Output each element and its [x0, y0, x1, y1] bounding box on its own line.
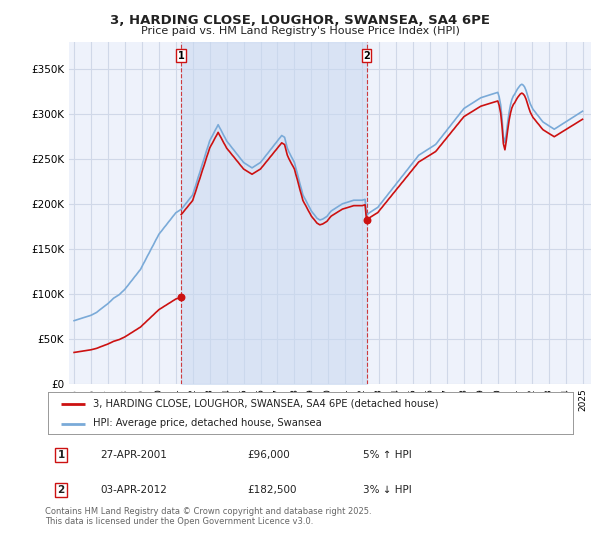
- Text: HPI: Average price, detached house, Swansea: HPI: Average price, detached house, Swan…: [92, 418, 322, 428]
- Text: 1: 1: [58, 450, 65, 460]
- Text: 03-APR-2012: 03-APR-2012: [101, 485, 167, 495]
- Point: [362, 215, 371, 224]
- Text: 2: 2: [363, 50, 370, 60]
- Text: 5% ↑ HPI: 5% ↑ HPI: [363, 450, 412, 460]
- Text: £182,500: £182,500: [248, 485, 297, 495]
- Text: £96,000: £96,000: [248, 450, 290, 460]
- Text: 3, HARDING CLOSE, LOUGHOR, SWANSEA, SA4 6PE (detached house): 3, HARDING CLOSE, LOUGHOR, SWANSEA, SA4 …: [92, 399, 438, 409]
- Text: 3% ↓ HPI: 3% ↓ HPI: [363, 485, 412, 495]
- Text: 3, HARDING CLOSE, LOUGHOR, SWANSEA, SA4 6PE: 3, HARDING CLOSE, LOUGHOR, SWANSEA, SA4 …: [110, 14, 490, 27]
- Text: 2: 2: [58, 485, 65, 495]
- Text: 27-APR-2001: 27-APR-2001: [101, 450, 167, 460]
- Text: 1: 1: [178, 50, 185, 60]
- Text: Price paid vs. HM Land Registry's House Price Index (HPI): Price paid vs. HM Land Registry's House …: [140, 26, 460, 36]
- Text: Contains HM Land Registry data © Crown copyright and database right 2025.
This d: Contains HM Land Registry data © Crown c…: [45, 507, 371, 526]
- Point: [176, 293, 186, 302]
